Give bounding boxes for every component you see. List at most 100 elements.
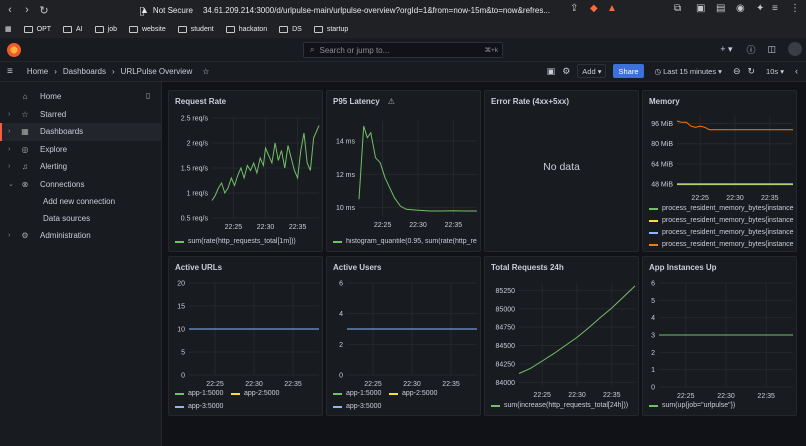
legend-item[interactable]: app-3:5000 bbox=[333, 403, 381, 410]
x-tick-label: 22:30 bbox=[717, 393, 735, 400]
legend-item[interactable]: app-1:5000 bbox=[175, 390, 223, 397]
sidebar-item-starred[interactable]: › ☆ Starred bbox=[8, 109, 67, 119]
y-tick-label: 10 bbox=[177, 327, 185, 334]
share-page-icon[interactable]: ⇪ bbox=[570, 3, 579, 14]
y-tick-label: 84250 bbox=[496, 361, 516, 368]
y-tick-label: 0 bbox=[651, 385, 655, 392]
panel-app-instances[interactable]: App Instances Up 0 1 2 3 4 5 6 22:25 22:30 22:35 … bbox=[642, 256, 797, 416]
brave-shield-icon[interactable]: ◆ bbox=[590, 3, 598, 14]
legend-swatch bbox=[649, 207, 658, 210]
chevron-right-icon[interactable]: › bbox=[8, 145, 11, 153]
breadcrumb-home[interactable]: Home bbox=[26, 67, 49, 76]
plus-icon[interactable]: + ▾ bbox=[720, 43, 733, 54]
legend-item[interactable]: sum(rate(http_requests_total[1m])) bbox=[175, 238, 296, 245]
menu-icon[interactable]: ≡ bbox=[772, 3, 778, 14]
folder-icon bbox=[225, 25, 235, 33]
profile-icon[interactable]: ◉ bbox=[736, 3, 745, 14]
wallet-icon[interactable]: ▤ bbox=[716, 3, 726, 14]
bookmark-icon[interactable]: ▯ bbox=[138, 4, 146, 17]
legend-item[interactable]: sum(up{job="urlpulse"}) bbox=[649, 402, 735, 409]
save-icon[interactable]: ▣ bbox=[546, 65, 556, 76]
share-button[interactable]: Share bbox=[613, 64, 644, 78]
legend-item[interactable]: app-3:5000 bbox=[175, 403, 223, 410]
legend-item[interactable]: app-1:5000 bbox=[333, 390, 381, 397]
panel-memory[interactable]: Memory 48 MiB 64 MiB 80 MiB 96 MiB 22:25 22:3… bbox=[642, 90, 797, 252]
grafana-logo[interactable] bbox=[7, 43, 21, 57]
leo-icon[interactable]: ✦ bbox=[756, 3, 765, 14]
panel-error-rate[interactable]: Error Rate (4xx+5xx) No data bbox=[484, 90, 639, 252]
menu-toggle-icon[interactable]: ≡ bbox=[7, 66, 13, 77]
rewards-icon[interactable]: ▲ bbox=[607, 3, 617, 14]
news-icon[interactable]: ◫ bbox=[767, 43, 776, 54]
sidebar-item-data-sources[interactable]: Data sources bbox=[43, 214, 91, 223]
legend-item[interactable]: process_resident_memory_bytes{instance bbox=[649, 229, 794, 236]
bookmark-folder-ds[interactable]: DS bbox=[279, 25, 302, 33]
y-tick-label: 6 bbox=[339, 281, 343, 288]
legend-item[interactable]: app-2:5000 bbox=[389, 390, 437, 397]
url-text[interactable]: 34.61.209.214:3000/d/urlpulse-main/urlpu… bbox=[202, 5, 551, 15]
search-input[interactable]: ⌕ Search or jump to... ⌘+k bbox=[303, 42, 503, 58]
chevron-down-icon[interactable]: ⌄ bbox=[8, 181, 14, 189]
y-tick-label: 48 MiB bbox=[651, 181, 673, 188]
help-icon[interactable]: ⓘ bbox=[746, 44, 756, 55]
bookmark-folder-website[interactable]: website bbox=[128, 25, 166, 33]
bookmark-folder-opt[interactable]: OPT bbox=[23, 25, 51, 33]
chevron-right-icon[interactable]: › bbox=[8, 128, 11, 136]
sidebar-item-administration[interactable]: › ⚙ Administration bbox=[8, 231, 91, 241]
legend-item[interactable]: app-2:5000 bbox=[231, 390, 279, 397]
bookmark-folder-ai[interactable]: AI bbox=[63, 25, 83, 33]
add-button[interactable]: Add ▾ bbox=[577, 64, 607, 78]
breadcrumb-dashboards[interactable]: Dashboards bbox=[62, 67, 106, 76]
apps-grid-icon[interactable]: ▦ bbox=[5, 26, 12, 33]
star-icon[interactable]: ☆ bbox=[202, 67, 210, 76]
bookmark-folder-job[interactable]: job bbox=[94, 25, 117, 33]
legend-item[interactable]: histogram_quantile(0.95, sum(rate(http_r… bbox=[333, 238, 478, 245]
sidebar-item-connections[interactable]: ⌄ ⊗ Connections bbox=[8, 179, 85, 189]
settings-icon[interactable]: ⚙ bbox=[562, 65, 571, 76]
legend-item[interactable]: process_resident_memory_bytes{instance bbox=[649, 205, 794, 212]
avatar[interactable] bbox=[788, 42, 802, 56]
chevron-right-icon[interactable]: › bbox=[8, 232, 11, 240]
warning-icon[interactable]: ⚠ bbox=[387, 97, 395, 106]
panel-total-requests[interactable]: Total Requests 24h 84000 84250 84500 84750 8… bbox=[484, 256, 639, 416]
more-icon[interactable]: ⋮ bbox=[790, 3, 800, 14]
memory-chart: 48 MiB 64 MiB 80 MiB 96 MiB 22:25 22:30 22:35 bbox=[651, 116, 793, 202]
collapse-icon[interactable]: ‹ bbox=[795, 66, 798, 76]
chevron-right-icon[interactable]: › bbox=[8, 163, 11, 171]
refresh-icon[interactable]: ↻ bbox=[747, 65, 756, 76]
legend-item[interactable]: process_resident_memory_bytes{instance bbox=[649, 217, 794, 224]
extension-icon[interactable]: ⧉ bbox=[674, 3, 682, 14]
sidebar-item-alerting[interactable]: › ♫ Alerting bbox=[8, 162, 68, 172]
bookmark-folder-student[interactable]: student bbox=[177, 25, 214, 33]
dock-menu-icon[interactable]: ▯ bbox=[146, 91, 151, 100]
panel-title: Active URLs bbox=[175, 263, 223, 272]
panel-active-urls[interactable]: Active URLs 0 5 10 15 20 22:25 22:30 22:35 app-… bbox=[168, 256, 323, 416]
forward-icon[interactable]: › bbox=[25, 4, 29, 16]
legend-item[interactable]: sum(increase(http_requests_total[24h])) bbox=[491, 402, 628, 409]
bookmark-folder-hackaton[interactable]: hackaton bbox=[225, 25, 267, 33]
reload-icon[interactable]: ↻ bbox=[39, 4, 49, 17]
y-tick-label: 84500 bbox=[496, 343, 516, 350]
bookmark-folder-startup[interactable]: startup bbox=[313, 25, 348, 33]
sidebar-item-explore[interactable]: › ◎ Explore bbox=[8, 144, 68, 154]
sidebar-toggle-icon[interactable]: ▣ bbox=[696, 3, 706, 14]
panel-p95-latency[interactable]: P95 Latency ⚠ 10 ms 12 ms 14 ms 22:25 22:30 22… bbox=[326, 90, 481, 252]
back-icon[interactable]: ‹ bbox=[8, 4, 12, 16]
sidebar-item-dashboards[interactable]: › ▦ Dashboards bbox=[0, 123, 161, 141]
sidebar-item-add-new-connection[interactable]: Add new connection bbox=[43, 197, 116, 206]
zoom-out-icon[interactable]: ⊖ bbox=[732, 65, 741, 76]
time-range-picker[interactable]: ◷ Last 15 minutes ▾ bbox=[654, 66, 722, 76]
legend-swatch bbox=[231, 392, 240, 395]
x-tick-label: 22:30 bbox=[568, 392, 586, 399]
sidebar-item-home[interactable]: ⌂ Home bbox=[0, 88, 161, 106]
y-tick-label: 1 bbox=[651, 367, 655, 374]
x-tick-label: 22:35 bbox=[445, 222, 463, 229]
panel-request-rate[interactable]: Request Rate 0.5 req/s 1 req/s 1.5 req/s 2 … bbox=[168, 90, 323, 252]
legend-item[interactable]: process_resident_memory_bytes{instance bbox=[649, 241, 794, 248]
refresh-interval-picker[interactable]: 10s ▾ bbox=[766, 66, 784, 76]
dashboard-toolbar: ▣ ⚙ Add ▾ Share ◷ Last 15 minutes ▾ ⊖ ↻ … bbox=[547, 64, 798, 78]
address-bar[interactable]: ▲ Not Secure 34.61.209.214:3000/d/urlpul… bbox=[140, 2, 560, 18]
search-shortcut: ⌘+k bbox=[484, 47, 498, 54]
panel-active-users[interactable]: Active Users 0 2 4 6 22:25 22:30 22:35 app-1:5… bbox=[326, 256, 481, 416]
chevron-right-icon[interactable]: › bbox=[8, 110, 11, 118]
